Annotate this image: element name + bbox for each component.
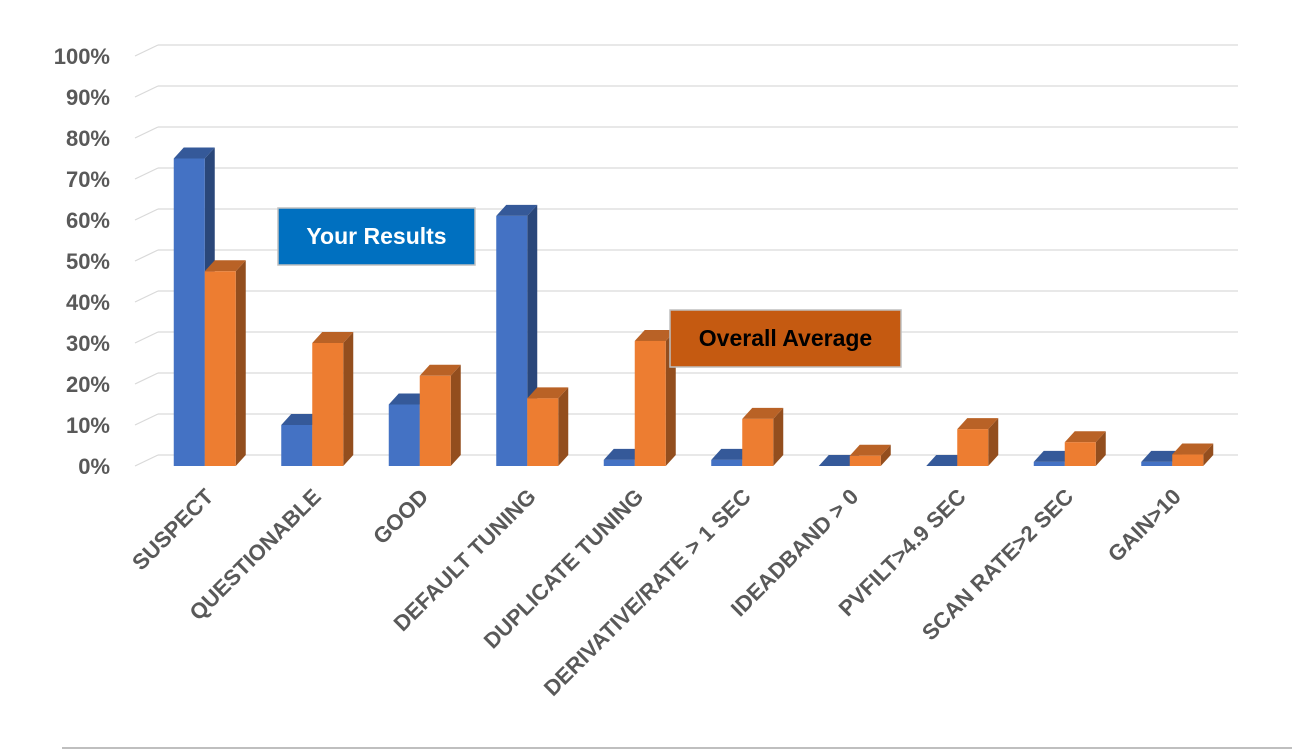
legend-box-overall-average: Overall Average (669, 309, 902, 368)
x-tick-label: SUSPECT (127, 483, 219, 575)
bar-side (235, 260, 246, 466)
bar-front (496, 215, 528, 466)
bar-front (173, 158, 205, 466)
bar-overall-average (957, 418, 999, 466)
x-tick-label: GOOD (368, 484, 433, 549)
bar-top (957, 418, 999, 430)
gridline-depth (134, 208, 159, 221)
bar-front (1033, 461, 1065, 466)
bar-front (312, 343, 344, 466)
bar-side (450, 364, 461, 466)
y-tick-label: 30% (66, 331, 110, 356)
bar-overall-average (849, 444, 891, 466)
legend-box-background (277, 207, 476, 266)
gridline-depth (134, 290, 159, 303)
bar-overall-average (742, 407, 784, 466)
bar-front (281, 425, 313, 466)
bars (173, 147, 1214, 467)
bar-top (173, 147, 215, 159)
x-tick-label: DERIVATIVE/RATE > 1 SEC (539, 484, 756, 701)
y-tick-label: 70% (66, 167, 110, 192)
bar-top (849, 444, 891, 456)
y-tick-label: 20% (66, 372, 110, 397)
bar-top (388, 393, 430, 405)
bar-front (1172, 454, 1204, 466)
bar-overall-average (204, 260, 246, 466)
bar-front (419, 375, 451, 466)
y-tick-label: 60% (66, 208, 110, 233)
bar-top (1033, 450, 1075, 462)
bar-top (634, 329, 676, 341)
bar-top (204, 260, 246, 272)
bar-front (742, 418, 774, 466)
bar-side (343, 332, 354, 466)
y-tick-label: 90% (66, 85, 110, 110)
gridline-depth (134, 413, 159, 426)
legend-boxes: Your Results Overall Average (277, 207, 902, 368)
bar-front (1141, 461, 1173, 466)
y-tick-label: 50% (66, 249, 110, 274)
bar-top (818, 455, 860, 466)
bar-front (204, 271, 236, 466)
gridline-depth (134, 372, 159, 385)
gridline-depth (134, 126, 159, 139)
legend-box-label: Overall Average (699, 325, 872, 351)
gridline-depth (134, 454, 159, 467)
gridline-depth (134, 167, 159, 180)
gridline-depth (134, 331, 159, 344)
y-tick-label: 100% (54, 44, 110, 69)
bar-top (1064, 431, 1106, 443)
bar-front (849, 455, 881, 466)
gridline-depth (134, 85, 159, 98)
bar-top (527, 387, 569, 399)
bar-side (1095, 431, 1106, 466)
bar-front (634, 340, 666, 466)
y-tick-label: 10% (66, 413, 110, 438)
bar-top (1141, 450, 1183, 462)
gridline-depth (134, 249, 159, 262)
bar-top (603, 448, 645, 460)
bar-top (711, 448, 753, 460)
y-tick-label: 0% (78, 454, 110, 479)
bar-overall-average (1064, 431, 1106, 466)
bar-front (711, 459, 743, 466)
bar-side (988, 418, 999, 466)
bar-overall-average (634, 329, 676, 466)
y-tick-label: 40% (66, 290, 110, 315)
legend-box-background (669, 309, 902, 368)
bar-side (558, 387, 569, 466)
legend-box-label: Your Results (306, 223, 446, 249)
bar-top (281, 414, 323, 425)
bar-overall-average (312, 332, 354, 466)
bar-overall-average (527, 387, 569, 466)
bar-top (1172, 443, 1214, 455)
bar-top (926, 455, 968, 466)
bar-front (957, 429, 989, 466)
bar-front (527, 398, 559, 466)
bar-side (1203, 443, 1214, 466)
bar-top (312, 332, 354, 343)
bar-side (773, 407, 784, 466)
bar-top (419, 364, 461, 376)
bar-side (880, 444, 891, 466)
x-tick-label: GAIN>10 (1103, 484, 1186, 567)
gridline-depth (134, 44, 159, 57)
bar-front (1064, 442, 1096, 466)
bar-top (496, 204, 538, 216)
y-tick-label: 80% (66, 126, 110, 151)
bar-front (603, 459, 635, 466)
bar-front (388, 404, 420, 466)
legend-box-your-results: Your Results (277, 207, 476, 266)
bar-your-results (818, 455, 860, 467)
y-axis-ticks: 0% 10% 20% 30% 40% 50% 60% 70% 80% 90% 100% (54, 44, 110, 479)
bar-overall-average (1172, 443, 1214, 466)
bar-your-results (926, 455, 968, 467)
bar-top (742, 407, 784, 419)
bar-overall-average (419, 364, 461, 466)
